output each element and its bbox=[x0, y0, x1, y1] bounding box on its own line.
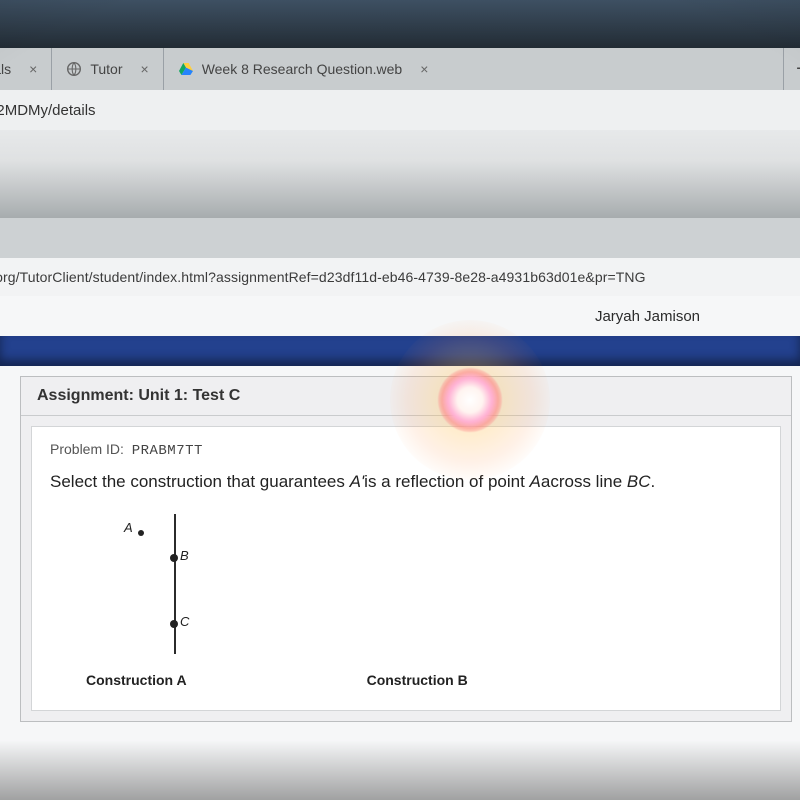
line-bc bbox=[174, 514, 176, 654]
label-c: C bbox=[180, 614, 189, 629]
user-row: Jaryah Jamison bbox=[0, 296, 800, 336]
problem-card: Problem ID: PRABM7TT Select the construc… bbox=[31, 426, 781, 711]
close-icon[interactable]: × bbox=[29, 61, 37, 77]
window-gap bbox=[0, 130, 800, 218]
header-band bbox=[0, 336, 800, 366]
construction-labels: Construction A Construction B bbox=[86, 672, 762, 688]
page-content: Jaryah Jamison Assignment: Unit 1: Test … bbox=[0, 296, 800, 800]
assignment-title: Assignment: Unit 1: Test C bbox=[21, 377, 791, 416]
outer-url-text: A2MjYxNzg2MDMy/details bbox=[0, 102, 96, 119]
outer-tab-tutor[interactable]: Tutor × bbox=[52, 48, 163, 90]
problem-id-label: Problem ID: bbox=[50, 441, 124, 457]
outer-tab-quadrilaterals[interactable]: Quadrilaterals × bbox=[0, 48, 52, 90]
prompt-bc: BC bbox=[627, 472, 651, 491]
problem-id-row: Problem ID: PRABM7TT bbox=[50, 441, 762, 459]
inner-url-bar[interactable]: ssistments.org/TutorClient/student/index… bbox=[0, 258, 800, 296]
prompt-a-prime: A' bbox=[350, 472, 365, 491]
label-b: B bbox=[180, 548, 189, 563]
user-name: Jaryah Jamison bbox=[595, 308, 700, 325]
new-inner-tab-button[interactable]: + bbox=[0, 225, 5, 251]
outer-tab-strip: Quadrilaterals × Tutor × Week 8 Research… bbox=[0, 48, 800, 90]
point-a bbox=[138, 530, 144, 536]
inner-url-text: ssistments.org/TutorClient/student/index… bbox=[0, 269, 646, 285]
outer-tab-title: Tutor bbox=[90, 61, 122, 77]
construction-a-label[interactable]: Construction A bbox=[86, 672, 187, 688]
globe-icon bbox=[66, 61, 82, 77]
assignment-panel: Assignment: Unit 1: Test C Problem ID: P… bbox=[20, 376, 792, 722]
outer-tab-title: Quadrilaterals bbox=[0, 61, 11, 77]
point-c bbox=[170, 620, 178, 628]
prompt-a: A bbox=[530, 472, 541, 491]
screen: Quadrilaterals × Tutor × Week 8 Research… bbox=[0, 0, 800, 800]
close-icon[interactable]: × bbox=[420, 61, 428, 77]
close-icon[interactable]: × bbox=[141, 61, 149, 77]
new-outer-tab-button[interactable]: + bbox=[784, 58, 800, 81]
label-a: A bbox=[124, 520, 133, 535]
problem-id-value: PRABM7TT bbox=[132, 443, 203, 459]
outer-tab-research[interactable]: Week 8 Research Question.web × bbox=[164, 48, 784, 90]
point-b bbox=[170, 554, 178, 562]
drive-icon bbox=[178, 61, 194, 77]
prompt-text: Select the construction that guarantees bbox=[50, 472, 350, 491]
figure-diagram: A B C bbox=[86, 514, 266, 654]
prompt-text: . bbox=[651, 472, 656, 491]
construction-b-label[interactable]: Construction B bbox=[367, 672, 468, 688]
outer-url-bar[interactable]: A2MjYxNzg2MDMy/details bbox=[0, 90, 800, 130]
monitor-bezel-gloss bbox=[0, 0, 800, 48]
outer-tab-title: Week 8 Research Question.web bbox=[202, 61, 403, 77]
prompt-text: across line bbox=[541, 472, 627, 491]
inner-tab-strip: × + bbox=[0, 218, 800, 258]
problem-prompt: Select the construction that guarantees … bbox=[50, 471, 762, 494]
prompt-text: is a reflection of point bbox=[364, 472, 529, 491]
